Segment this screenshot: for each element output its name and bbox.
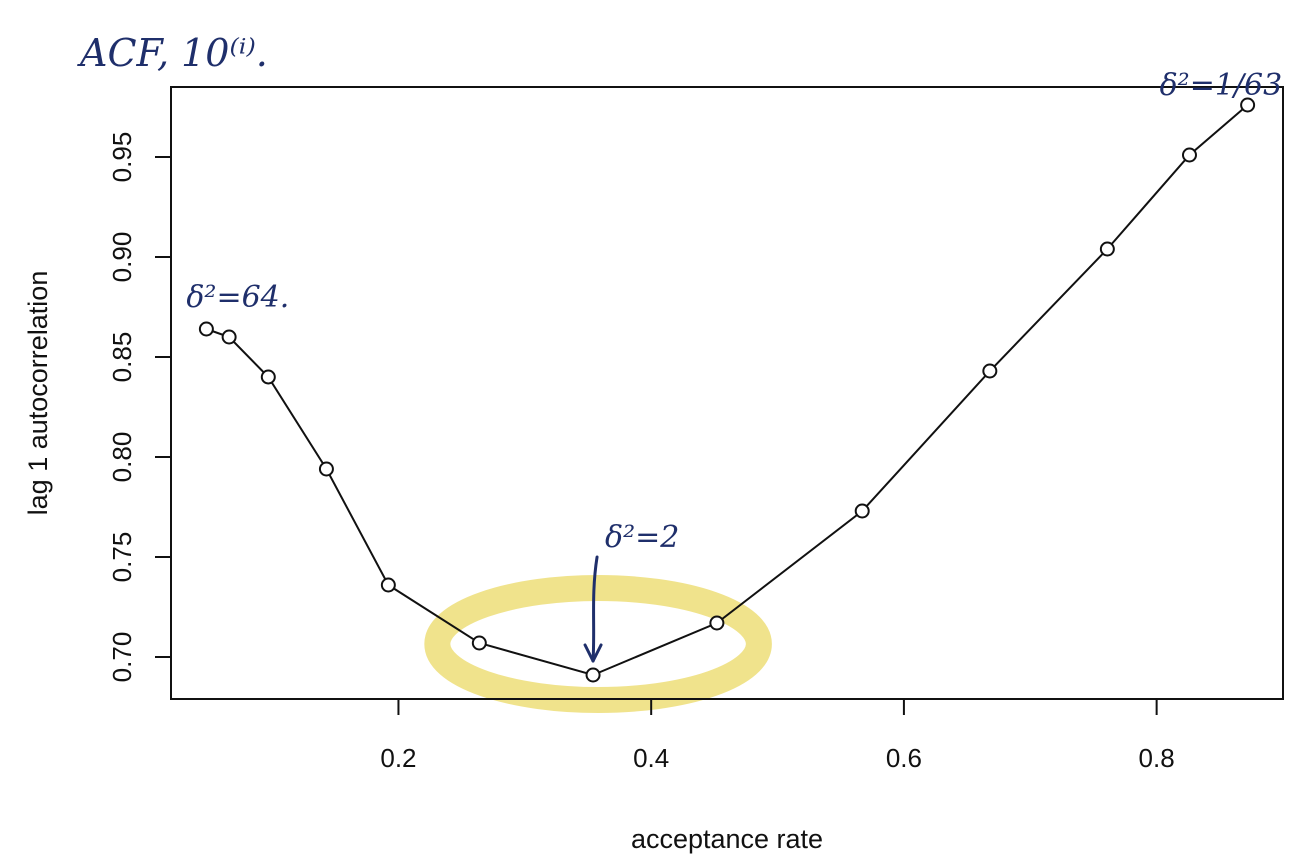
x-tick-label: 0.6: [886, 743, 922, 773]
data-point: [585, 667, 601, 683]
data-point: [471, 635, 487, 651]
data-point: [260, 369, 276, 385]
data-point: [1099, 241, 1115, 257]
annotation-arrowhead: [583, 643, 603, 663]
data-point: [380, 577, 396, 593]
data-point: [1240, 97, 1256, 113]
data-point: [1181, 147, 1197, 163]
x-tick-label: 0.8: [1139, 743, 1175, 773]
series: [198, 97, 1256, 683]
y-tick-label: 0.85: [107, 332, 137, 383]
handwritten-label: δ²=2: [605, 520, 679, 555]
y-axis-title: lag 1 autocorrelation: [23, 271, 53, 516]
y-tick-label: 0.95: [107, 132, 137, 183]
data-point: [982, 363, 998, 379]
data-point: [221, 329, 237, 345]
x-tick-label: 0.2: [380, 743, 416, 773]
axes: 0.2 0.4 0.6 0.8 0.70 0.75 0.80 0.85 0.90 0.95: [107, 132, 1175, 773]
handwritten-label: δ²=1/63: [1160, 68, 1283, 103]
handwritten-label: δ²=64.: [186, 280, 289, 315]
y-tick-label: 0.75: [107, 532, 137, 583]
x-tick-label: 0.4: [633, 743, 669, 773]
data-point: [318, 461, 334, 477]
x-axis-title: acceptance rate: [631, 824, 823, 854]
y-tick-label: 0.70: [107, 632, 137, 683]
y-tick-label: 0.80: [107, 432, 137, 483]
data-point: [709, 615, 725, 631]
annotations: ACF, 10⁽ⁱ⁾. δ²=64. δ²=2 δ²=1/63: [77, 31, 1283, 663]
data-point: [198, 321, 214, 337]
data-point: [854, 503, 870, 519]
annotation-arrow: [591, 555, 599, 663]
handwritten-title: ACF, 10⁽ⁱ⁾.: [77, 31, 268, 75]
series-line: [206, 104, 1249, 677]
y-tick-label: 0.90: [107, 232, 137, 283]
